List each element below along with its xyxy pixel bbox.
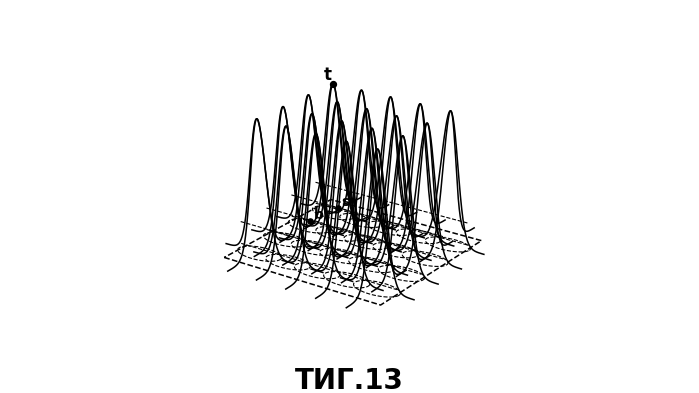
Text: ΤИГ.13: ΤИГ.13 [295,367,404,393]
